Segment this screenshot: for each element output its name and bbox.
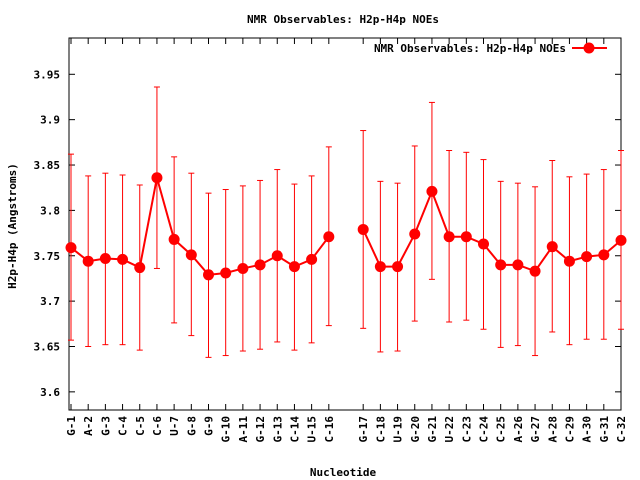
data-point	[529, 265, 541, 277]
legend-label: NMR Observables: H2p-H4p NOEs	[374, 42, 566, 55]
data-point	[99, 252, 111, 264]
plot-frame	[68, 37, 622, 411]
data-point	[323, 231, 335, 243]
x-tick-label: C-32	[615, 416, 628, 443]
y-tick-label: 3.75	[34, 250, 61, 263]
legend: NMR Observables: H2p-H4p NOEs	[374, 42, 607, 55]
data-point	[134, 262, 146, 274]
x-tick-label: A-2	[82, 416, 95, 436]
x-tick-label: C-6	[151, 416, 164, 436]
y-tick-label: 3.6	[40, 386, 60, 399]
x-tick-label: A-26	[512, 416, 525, 443]
data-point	[168, 233, 180, 245]
x-tick-label: G-10	[220, 416, 233, 443]
y-axis-label: H2p-H4p (Angstroms)	[6, 163, 19, 289]
data-point	[409, 228, 421, 240]
y-tick-label: 3.65	[34, 340, 61, 353]
x-tick-label: G-3	[99, 416, 112, 436]
x-tick-label: U-19	[392, 416, 405, 443]
x-tick-label: G-13	[271, 416, 284, 443]
x-tick-label: G-9	[203, 416, 216, 436]
x-tick-label: C-24	[478, 416, 491, 443]
data-point	[117, 253, 129, 265]
legend-marker	[583, 42, 595, 54]
data-point	[288, 261, 300, 273]
data-point	[82, 255, 94, 267]
x-tick-label: A-30	[581, 416, 594, 443]
series-line	[362, 188, 622, 273]
data-point	[460, 231, 472, 243]
x-tick-label: G-8	[185, 416, 198, 436]
series-lines	[70, 177, 622, 276]
x-tick-label: A-28	[546, 416, 559, 443]
data-point	[306, 253, 318, 265]
x-tick-label: C-14	[288, 416, 301, 443]
x-tick-label: G-1	[65, 416, 78, 436]
data-point	[426, 185, 438, 197]
series-points	[65, 172, 627, 281]
series-line	[70, 177, 330, 276]
chart-title: NMR Observables: H2p-H4p NOEs	[247, 13, 439, 26]
x-tick-label: U-15	[306, 416, 319, 443]
x-tick-label: G-20	[409, 416, 422, 443]
x-tick-label: U-22	[443, 416, 456, 443]
x-tick-label: C-23	[460, 416, 473, 443]
y-tick-label: 3.85	[34, 159, 61, 172]
data-point	[357, 223, 369, 235]
x-tick-label: C-16	[323, 416, 336, 443]
data-point	[546, 241, 558, 253]
data-point	[254, 259, 266, 271]
x-tick-label: G-17	[357, 416, 370, 443]
x-tick-label: G-31	[598, 416, 611, 443]
data-point	[65, 242, 77, 254]
x-tick-label: G-27	[529, 416, 542, 443]
x-tick-label: U-7	[168, 416, 181, 436]
data-point	[563, 255, 575, 267]
error-bars	[68, 86, 624, 358]
x-axis: G-1 A-2 G-3 C-4 C-5 C-6 U-7 G-8 G-9 G-10 A-11 G-12 G…	[65, 38, 628, 443]
x-tick-label: C-29	[563, 416, 576, 443]
y-tick-label: 3.8	[40, 204, 60, 217]
data-point	[220, 267, 232, 279]
x-tick-label: C-5	[134, 416, 147, 436]
data-point	[203, 269, 214, 281]
data-point	[151, 172, 163, 184]
x-tick-label: A-11	[237, 416, 250, 443]
y-tick-label: 3.95	[34, 68, 61, 81]
data-point	[185, 249, 197, 261]
x-tick-label: C-18	[374, 416, 387, 443]
x-axis-label: Nucleotide	[310, 466, 377, 479]
y-axis: 3.6 3.65 3.7 3.75 3.8 3.85 3.9 3.95	[34, 68, 621, 399]
x-tick-label: C-4	[117, 416, 130, 436]
data-point	[495, 259, 507, 271]
data-point	[237, 262, 249, 274]
data-point	[443, 231, 455, 243]
x-tick-label: C-25	[495, 416, 508, 443]
data-point	[615, 234, 627, 246]
data-point	[478, 238, 489, 250]
data-point	[598, 249, 610, 261]
y-tick-label: 3.9	[40, 114, 60, 127]
data-point	[581, 251, 593, 263]
data-point	[512, 259, 524, 271]
data-point	[271, 250, 283, 262]
x-tick-label: G-21	[426, 416, 439, 443]
data-point	[374, 261, 386, 273]
x-tick-label: G-12	[254, 416, 267, 443]
data-point	[392, 261, 404, 273]
y-tick-label: 3.7	[40, 295, 60, 308]
